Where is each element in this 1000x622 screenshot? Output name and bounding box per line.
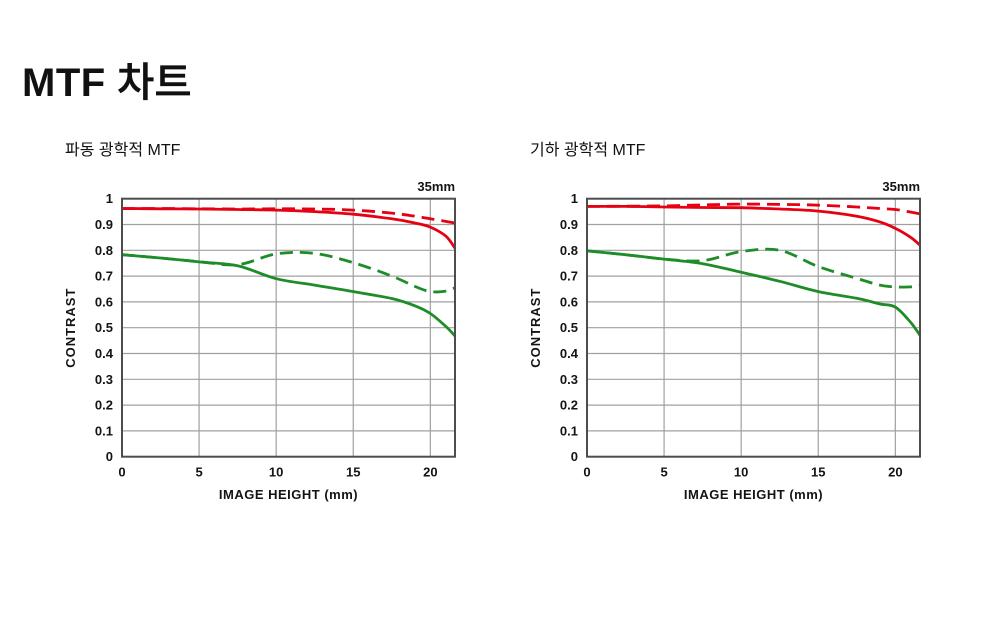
y-tick-label: 0.4 — [560, 346, 579, 361]
y-axis-title: CONTRAST — [530, 288, 543, 368]
plot-border — [586, 197, 921, 458]
y-tick-label: 0.8 — [95, 243, 113, 258]
x-tick-label: 0 — [583, 465, 590, 480]
y-tick-label: 0.9 — [95, 217, 113, 232]
y-tick-label: 0.6 — [95, 294, 113, 309]
y-tick-label: 0.6 — [560, 294, 578, 309]
y-axis-title: CONTRAST — [65, 288, 78, 368]
y-tick-label: 0.4 — [95, 346, 114, 361]
x-axis-title: IMAGE HEIGHT (mm) — [219, 487, 358, 502]
y-tick-label: 1 — [106, 191, 113, 206]
red-solid-curve — [587, 205, 920, 247]
red-solid-curve — [122, 207, 455, 250]
y-tick-label: 0.1 — [95, 423, 113, 438]
y-tick-label: 0.1 — [560, 423, 578, 438]
x-tick-label: 10 — [269, 465, 283, 480]
y-tick-label: 0.7 — [95, 269, 113, 284]
y-tick-label: 0.5 — [95, 320, 113, 335]
y-tick-label: 0.2 — [95, 398, 113, 413]
y-tick-label: 0.9 — [560, 217, 578, 232]
red-dashed-curve — [587, 202, 920, 216]
corner-label: 35mm — [417, 179, 455, 194]
x-tick-label: 20 — [423, 465, 437, 480]
x-axis-title: IMAGE HEIGHT (mm) — [684, 487, 823, 502]
green-solid-curve — [122, 253, 455, 337]
green-dashed-curve — [587, 247, 920, 289]
y-tick-label: 0.8 — [560, 243, 578, 258]
y-tick-label: 0.2 — [560, 398, 578, 413]
wave-mtf-chart-title: 파동 광학적 MTF — [65, 142, 181, 159]
y-tick-label: 0.5 — [560, 320, 578, 335]
x-tick-label: 20 — [888, 465, 902, 480]
x-tick-label: 5 — [195, 465, 202, 480]
y-tick-label: 1 — [571, 191, 578, 206]
wave-mtf-chart: 파동 광학적 MTF 35mm 0 0.1 0.2 0.3 0.4 0.5 0.6 0.7 0.8… — [65, 141, 465, 505]
red-dashed-curve — [122, 207, 455, 225]
x-tick-label: 10 — [734, 465, 748, 480]
corner-label: 35mm — [882, 179, 920, 194]
green-solid-curve — [587, 249, 920, 337]
x-tick-label: 15 — [346, 465, 360, 480]
x-tick-label: 15 — [811, 465, 825, 480]
x-tick-label: 5 — [660, 465, 667, 480]
y-tick-label: 0.3 — [95, 372, 113, 387]
y-tick-label: 0.7 — [560, 269, 578, 284]
x-tick-label: 0 — [118, 465, 125, 480]
page-title: MTF 차트 — [22, 61, 192, 105]
y-tick-label: 0.3 — [560, 372, 578, 387]
y-tick-label: 0 — [106, 449, 113, 464]
plot-border — [121, 197, 456, 458]
green-dashed-curve — [122, 250, 455, 294]
y-tick-label: 0 — [571, 449, 578, 464]
geometric-mtf-chart-title: 기하 광학적 MTF — [530, 142, 646, 159]
geometric-mtf-chart: 기하 광학적 MTF 35mm 0 0.1 0.2 0.3 0.4 0.5 0.6 0.7 0.8… — [530, 141, 930, 505]
